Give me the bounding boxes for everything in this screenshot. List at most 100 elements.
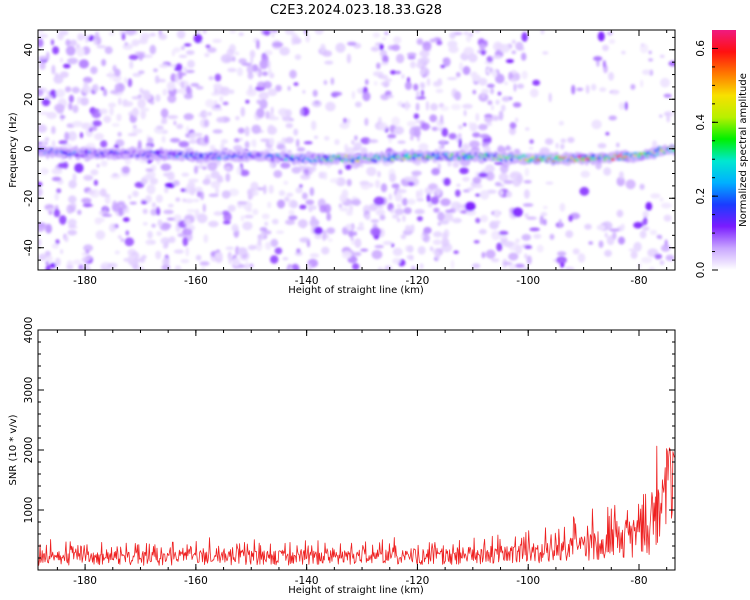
noise-blob xyxy=(231,223,239,232)
noise-blob xyxy=(628,248,638,252)
noise-blob xyxy=(128,194,132,200)
noise-blob xyxy=(221,139,228,144)
noise-blob xyxy=(137,140,142,150)
noise-blob xyxy=(128,54,139,61)
noise-blob xyxy=(72,105,79,113)
noise-blob xyxy=(462,142,470,153)
noise-blob xyxy=(125,230,130,236)
noise-blob xyxy=(123,101,134,107)
noise-blob xyxy=(289,69,297,79)
noise-blob xyxy=(203,112,210,116)
noise-blob xyxy=(305,33,310,43)
noise-blob xyxy=(571,84,576,95)
noise-blob xyxy=(282,116,292,122)
noise-blob xyxy=(56,188,62,194)
noise-blob xyxy=(591,119,602,130)
noise-blob xyxy=(391,44,401,51)
noise-blob xyxy=(121,166,130,174)
noise-blob xyxy=(238,32,244,36)
noise-blob xyxy=(45,223,52,234)
noise-blob xyxy=(423,226,432,234)
noise-blob xyxy=(391,243,395,248)
noise-blob xyxy=(602,44,609,52)
noise-blob xyxy=(290,32,297,37)
noise-blob xyxy=(326,227,336,234)
noise-blob xyxy=(591,83,597,91)
noise-blob xyxy=(437,163,441,171)
noise-blob xyxy=(604,249,612,257)
noise-blob xyxy=(508,252,519,261)
noise-blob xyxy=(401,198,408,206)
noise-blob xyxy=(411,265,416,270)
noise-blob xyxy=(68,102,73,111)
noise-blob xyxy=(642,226,650,231)
noise-blob xyxy=(250,181,259,191)
noise-blob xyxy=(58,140,68,145)
noise-blob xyxy=(417,246,426,255)
noise-blob xyxy=(80,35,91,39)
noise-blob xyxy=(442,57,451,67)
noise-blob xyxy=(416,197,425,202)
noise-blob xyxy=(293,82,299,86)
noise-blob xyxy=(512,102,522,108)
noise-blob xyxy=(620,223,625,231)
noise-blob xyxy=(523,189,530,199)
noise-blob xyxy=(377,170,381,178)
noise-blob xyxy=(309,187,315,197)
noise-blob xyxy=(256,107,265,118)
noise-blob xyxy=(181,228,193,236)
noise-blob xyxy=(472,263,481,269)
noise-blob xyxy=(491,55,503,59)
noise-blob xyxy=(393,36,402,44)
noise-blob xyxy=(354,135,358,141)
noise-blob xyxy=(463,109,467,117)
noise-blob xyxy=(160,108,169,118)
noise-blob xyxy=(157,78,166,83)
noise-blob xyxy=(475,193,482,197)
noise-blob xyxy=(403,176,415,182)
noise-blob xyxy=(53,209,61,218)
noise-blob xyxy=(44,95,54,99)
noise-blob xyxy=(418,143,429,151)
noise-blob xyxy=(426,193,431,203)
noise-blob xyxy=(299,108,304,117)
noise-blob xyxy=(370,219,380,223)
noise-blob xyxy=(122,43,133,50)
noise-blob xyxy=(396,203,403,208)
noise-blob xyxy=(540,30,545,35)
noise-blob xyxy=(639,230,647,239)
noise-blob xyxy=(164,240,169,248)
noise-blob xyxy=(353,251,362,257)
noise-blob xyxy=(214,100,218,106)
noise-blob xyxy=(182,236,189,247)
noise-blob xyxy=(437,211,445,222)
noise-blob xyxy=(68,94,74,103)
noise-blob xyxy=(352,263,360,270)
noise-blob xyxy=(324,60,334,65)
noise-blob xyxy=(55,88,66,98)
noise-blob xyxy=(391,116,401,127)
noise-blob xyxy=(96,45,107,49)
noise-blob xyxy=(597,31,605,42)
noise-blob xyxy=(420,68,426,76)
noise-blob xyxy=(54,192,59,201)
spectrogram-x-axis-label: Height of straight line (km) xyxy=(288,285,424,296)
noise-blob xyxy=(278,190,286,197)
noise-blob xyxy=(456,183,461,187)
colorbar-label: Normalized spectral amplitude xyxy=(738,73,749,227)
noise-blob xyxy=(431,167,440,176)
noise-blob xyxy=(188,132,197,140)
noise-blob xyxy=(348,230,355,238)
noise-blob xyxy=(240,215,245,222)
noise-blob xyxy=(127,255,136,260)
noise-blob xyxy=(132,124,137,129)
band-segment xyxy=(672,149,675,152)
noise-blob xyxy=(147,137,154,145)
noise-blob xyxy=(69,39,77,46)
noise-blob xyxy=(240,106,246,117)
noise-blob xyxy=(64,235,69,243)
noise-blob xyxy=(116,113,122,122)
noise-blob xyxy=(183,66,188,72)
noise-blob xyxy=(202,30,207,35)
noise-blob xyxy=(212,38,222,43)
